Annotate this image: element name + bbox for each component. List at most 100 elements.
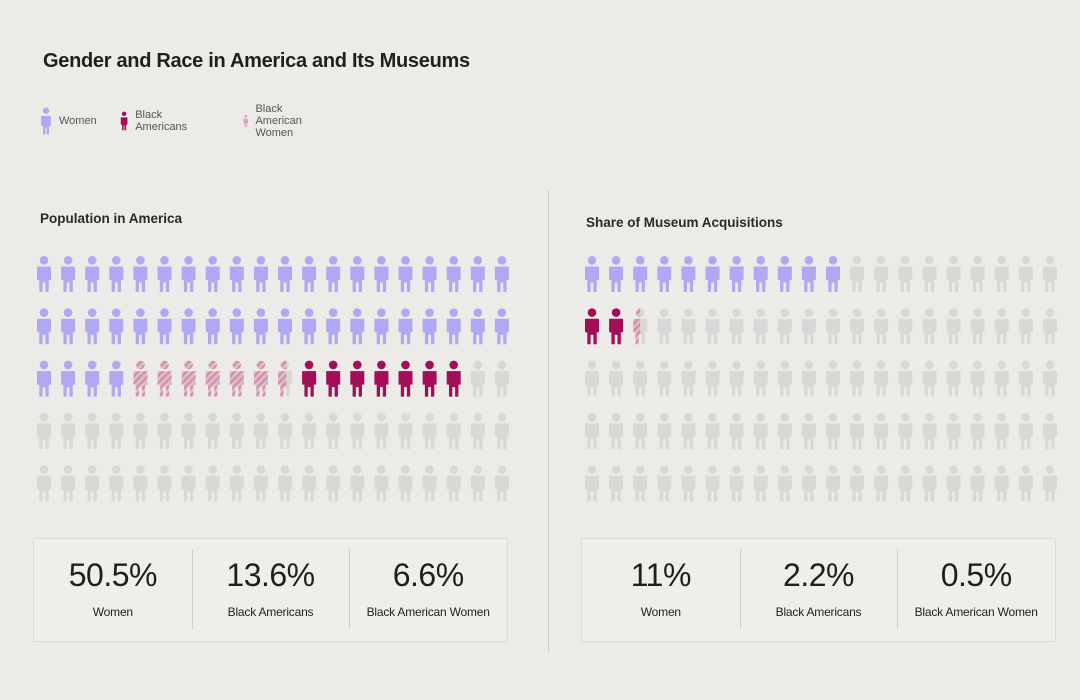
person-empty-icon <box>898 308 913 345</box>
person-women-icon <box>229 256 244 292</box>
person-women-icon <box>494 256 509 292</box>
person-empty-icon <box>374 465 389 502</box>
person-empty-icon <box>994 308 1009 345</box>
person-empty-icon <box>898 465 913 502</box>
person-women-icon <box>133 256 148 292</box>
stat-value: 6.6% <box>392 557 464 593</box>
person-empty-icon <box>37 412 51 449</box>
person-empty-icon <box>946 412 961 449</box>
person-empty-icon <box>850 360 865 397</box>
person-empty-icon <box>61 465 76 502</box>
person-empty-icon <box>398 412 413 449</box>
person-women-icon <box>229 308 244 345</box>
person-empty-icon <box>1018 360 1033 397</box>
legend-label-black-american-women: Black American Women <box>255 103 302 139</box>
person-women-icon <box>585 256 599 292</box>
person-empty-icon <box>657 360 672 397</box>
person-empty-icon <box>157 412 172 449</box>
person-empty-icon <box>970 360 985 397</box>
person-empty-icon <box>609 360 624 397</box>
person-black-icon <box>398 360 413 397</box>
person-women-icon <box>109 360 124 397</box>
person-empty-icon <box>874 308 889 345</box>
person-empty-icon <box>898 412 913 449</box>
person-women-icon <box>729 256 744 292</box>
person-women-icon <box>205 256 220 292</box>
person-empty-icon <box>85 465 100 502</box>
stat-black-american-women: 6.6% Black American Women <box>349 539 507 641</box>
person-empty-icon <box>133 412 148 449</box>
person-empty-icon <box>609 412 624 449</box>
stat-label: Black Americans <box>227 605 314 619</box>
person-women-icon <box>181 256 196 292</box>
person-empty-icon <box>801 412 816 449</box>
population-section-title: Population in America <box>40 211 183 226</box>
stat-value: 13.6% <box>226 557 315 593</box>
person-empty-icon <box>1018 256 1033 292</box>
person-women-icon <box>61 308 76 345</box>
person-striped-icon <box>133 360 148 397</box>
person-empty-icon <box>350 465 365 502</box>
person-empty-icon <box>970 465 985 502</box>
stat-black-americans: 2.2% Black Americans <box>739 539 898 641</box>
person-empty-icon <box>922 308 937 345</box>
stat-label: Black American Women <box>914 605 1038 619</box>
person-empty-icon <box>657 412 672 449</box>
person-women-icon <box>470 256 485 292</box>
person-empty-icon <box>585 360 599 397</box>
legend-item-black-americans: Black Americans <box>120 106 191 136</box>
person-empty-icon <box>585 465 599 502</box>
person-striped-icon <box>181 360 196 397</box>
person-empty-icon <box>874 465 889 502</box>
person-empty-icon <box>729 465 744 502</box>
acquisitions-section-title: Share of Museum Acquisitions <box>586 215 783 230</box>
person-women-icon <box>302 256 317 292</box>
person-women-icon <box>85 360 100 397</box>
stat-value: 2.2% <box>783 557 854 593</box>
person-empty-icon <box>994 465 1009 502</box>
person-empty-icon <box>681 360 696 397</box>
person-striped-icon <box>229 360 244 397</box>
person-empty-icon <box>850 256 865 292</box>
person-women-icon <box>753 256 768 292</box>
person-empty-icon <box>753 308 768 345</box>
person-women-icon <box>350 308 365 345</box>
person-empty-icon <box>681 412 696 449</box>
person-empty-icon <box>609 465 624 502</box>
person-women-icon <box>85 308 100 345</box>
person-empty-icon <box>1018 465 1033 502</box>
person-women-icon <box>777 256 792 292</box>
person-empty-icon <box>729 412 744 449</box>
person-empty-icon <box>1042 465 1057 502</box>
person-women-icon <box>61 360 76 397</box>
person-black-icon <box>326 360 341 397</box>
person-empty-icon <box>777 308 792 345</box>
person-women-icon <box>705 256 720 292</box>
legend-item-women: Women <box>40 106 97 136</box>
person-empty-icon <box>133 465 148 502</box>
person-empty-icon <box>753 412 768 449</box>
person-women-icon <box>422 308 437 345</box>
person-empty-icon <box>633 465 648 502</box>
person-empty-icon <box>470 465 485 502</box>
person-women-icon <box>41 107 51 135</box>
person-black-icon <box>422 360 437 397</box>
person-empty-icon <box>826 308 840 345</box>
stat-value: 50.5% <box>68 557 158 593</box>
person-empty-icon <box>374 412 389 449</box>
stat-label: Women <box>640 605 681 619</box>
person-empty-icon <box>205 465 220 502</box>
person-empty-icon <box>777 360 792 397</box>
person-empty-icon <box>994 412 1009 449</box>
person-empty-icon <box>494 465 509 502</box>
person-women-icon <box>109 308 124 345</box>
person-women-icon <box>826 256 840 292</box>
person-empty-icon <box>326 465 341 502</box>
person-empty-icon <box>946 308 961 345</box>
stat-label: Women <box>92 605 133 619</box>
person-striped-icon <box>633 308 648 345</box>
person-empty-icon <box>970 412 985 449</box>
person-empty-icon <box>85 412 100 449</box>
